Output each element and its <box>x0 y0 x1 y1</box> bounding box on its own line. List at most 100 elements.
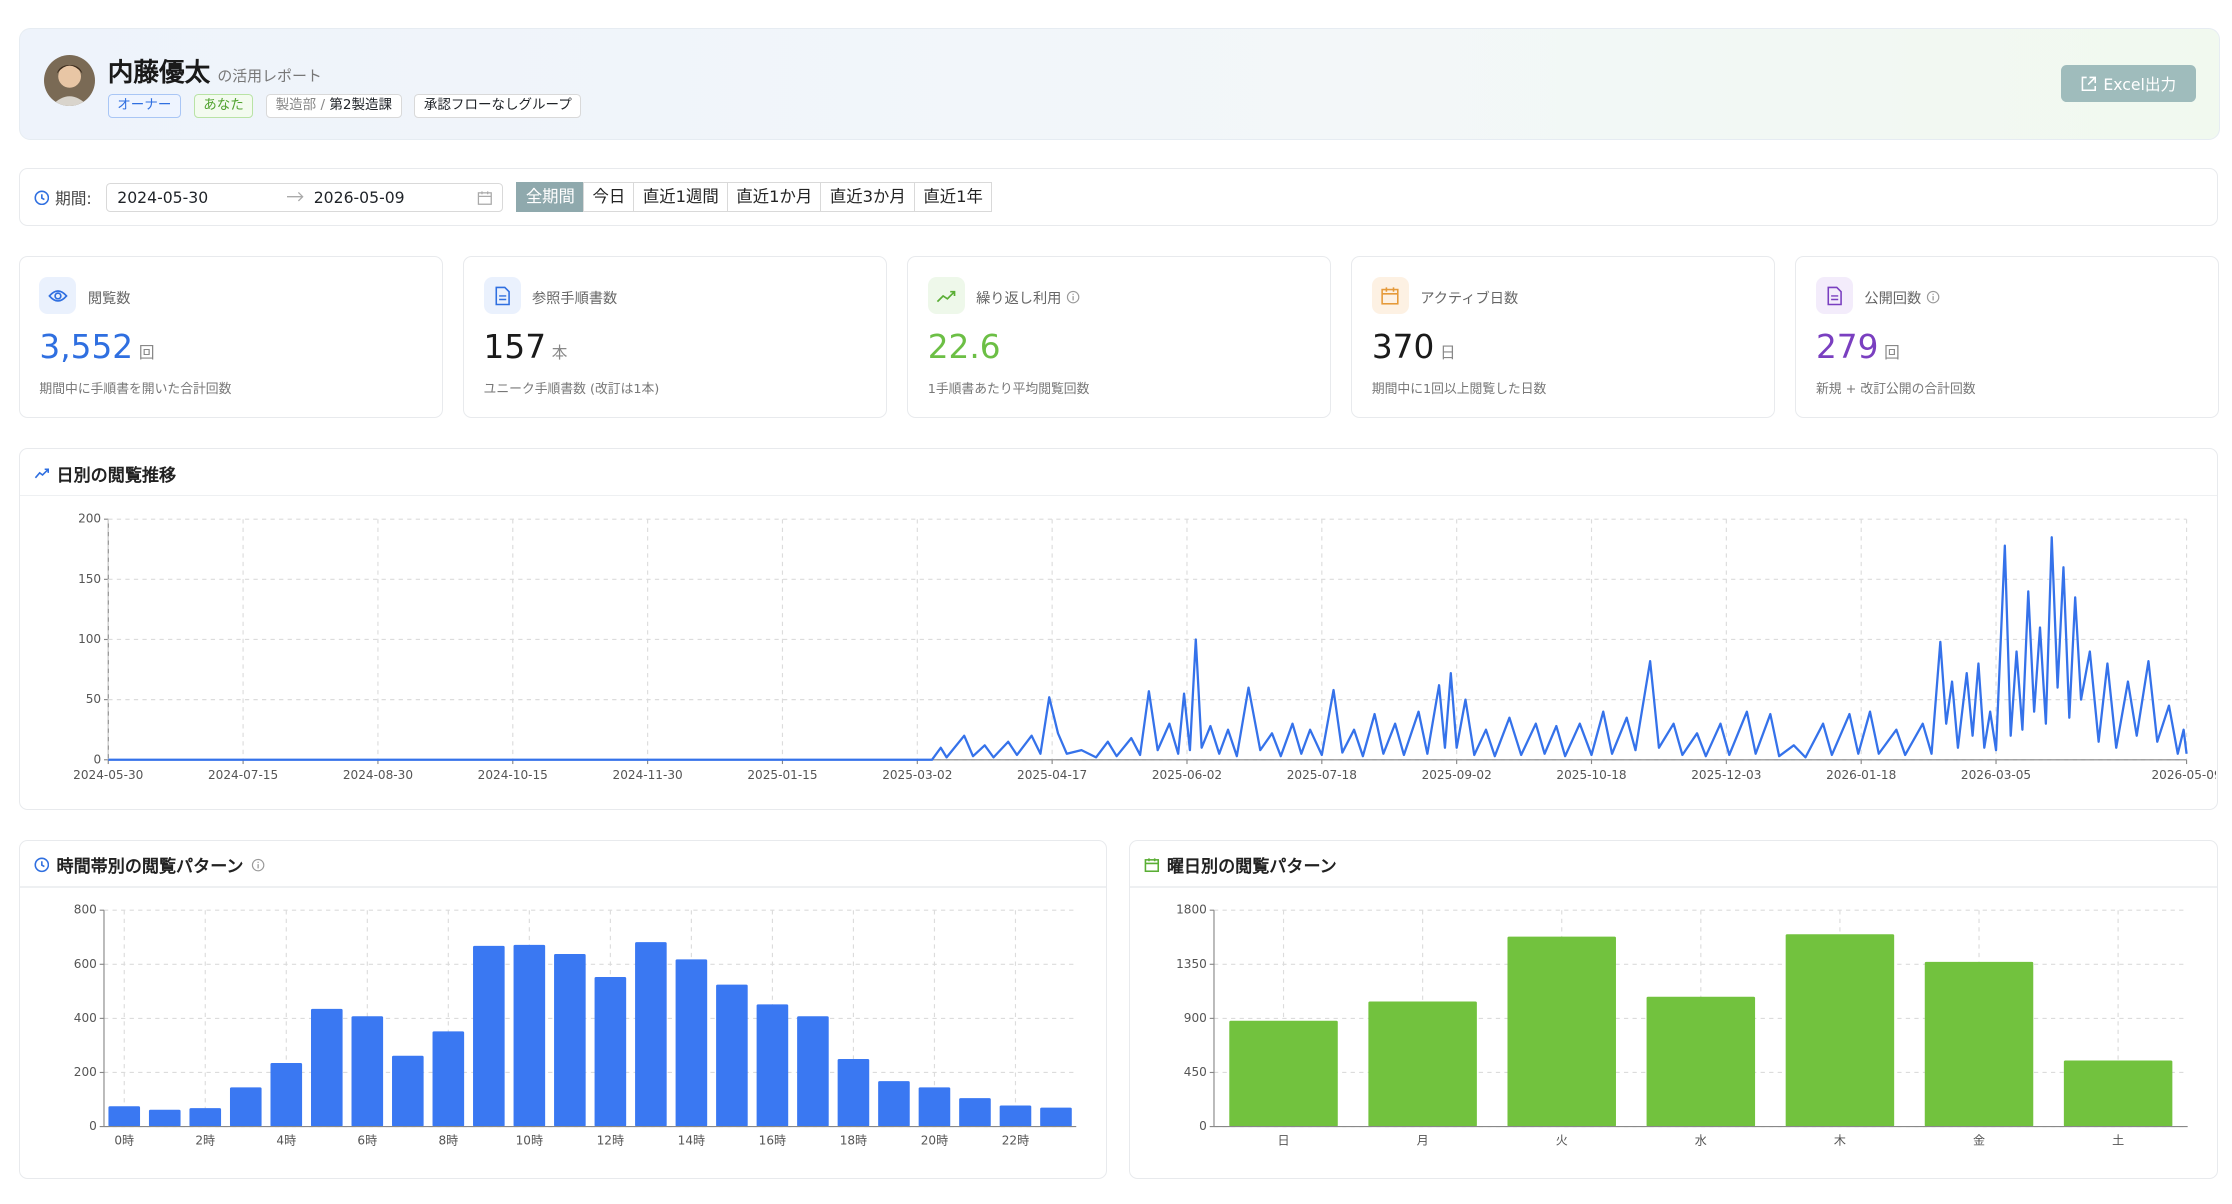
presets: 全期間 今日 直近1週間 直近1か月 直近3か月 直近1年 <box>516 181 993 212</box>
x-tick-label: 月 <box>1416 1134 1428 1148</box>
bar <box>229 1087 262 1127</box>
x-tick-label: 12時 <box>596 1134 623 1148</box>
kpi-description: 期間中に1回以上閲覧した日数 <box>1371 382 1547 398</box>
kpi-card: アクティブ日数 370 日 期間中に1回以上閲覧した日数 <box>1350 256 1776 419</box>
x-tick-label: 2時 <box>195 1134 215 1148</box>
kpi-card: 公開回数 279 回 新規 + 改訂公開の合計回数 <box>1795 256 2220 419</box>
bar <box>999 1105 1031 1127</box>
hourly-card: 時間帯別の閲覧パターン 0 200 400 600 800 0時 2時 4時 6時 8時 10時 12… <box>18 839 1108 1179</box>
bar <box>675 959 707 1127</box>
title: 時間帯別の閲覧パターン <box>56 857 244 878</box>
y-tick-label: 1350 <box>1176 957 1207 971</box>
y-tick-label: 600 <box>73 957 96 971</box>
label: アクティブ日数 <box>1420 291 1519 308</box>
tags: オーナー あなた 製造部第2製造課 承認フローなしグループ <box>107 93 582 118</box>
divider <box>19 886 1107 888</box>
divider <box>1129 886 2217 888</box>
preset-button[interactable]: 全期間 <box>516 181 585 212</box>
x-tick-label: 火 <box>1556 1134 1568 1148</box>
bar <box>837 1059 869 1127</box>
x-tick-label: 20時 <box>920 1134 947 1148</box>
y-tick-label: 150 <box>78 572 101 586</box>
preset-button[interactable]: 直近1週間 <box>633 181 729 212</box>
kpi-icon <box>1815 277 1853 315</box>
x-tick-label: 2025-04-17 <box>1017 768 1087 782</box>
x-tick-label: 2025-09-02 <box>1421 768 1491 782</box>
y-tick-label: 800 <box>73 903 96 917</box>
kpi-icon <box>483 277 521 315</box>
bar <box>1229 1021 1338 1127</box>
y-tick-label: 50 <box>85 692 100 706</box>
card-title: 日別の閲覧推移 <box>34 461 176 486</box>
x-tick-label: 2025-03-02 <box>882 768 952 782</box>
x-tick-label: 8時 <box>438 1134 458 1148</box>
excel-button[interactable]: Excel出力 <box>2060 65 2197 103</box>
daily-chart: 0 50 100 150 200 2024-05-30 2024-07-15 2024-08-… <box>73 512 2216 782</box>
kpi-icon <box>927 277 965 315</box>
kpi-label: 参照手順書数 <box>532 287 617 308</box>
x-tick-label: 16時 <box>758 1134 785 1148</box>
bar <box>1924 962 2034 1127</box>
preset-button[interactable]: 直近1年 <box>913 181 993 212</box>
kpi-description: ユニーク手順書数 (改訂は1本) <box>483 382 660 398</box>
department: 製造部 <box>276 97 330 113</box>
kpi-card: 参照手順書数 157 本 ユニーク手順書数 (改訂は1本) <box>462 256 887 419</box>
line <box>107 536 2188 761</box>
x-tick-label: 2025-10-18 <box>1556 768 1626 782</box>
weekday-card: 曜日別の閲覧パターン 0 450 900 1350 1800 日 月 火 水 木 金 土 <box>1128 839 2218 1179</box>
x-tick-label: 4時 <box>276 1134 296 1148</box>
preset-button[interactable]: 今日 <box>583 181 635 212</box>
y-tick-label: 100 <box>78 632 101 646</box>
value: 279 <box>1815 328 1879 367</box>
unit: 本 <box>551 343 568 363</box>
bar <box>634 942 667 1127</box>
value: 370 <box>1371 328 1435 367</box>
bar <box>310 1009 343 1127</box>
value: 3,552 <box>39 328 134 367</box>
bar <box>918 1087 950 1127</box>
x-tick-label: 22時 <box>1001 1134 1028 1148</box>
kpi-label: アクティブ日数 <box>1420 287 1518 308</box>
title-suffix: の活用レポート <box>217 67 322 86</box>
y-tick-label: 200 <box>73 1065 96 1079</box>
preset-button[interactable]: 直近3か月 <box>820 181 916 212</box>
x-tick-label: 2024-08-30 <box>342 768 412 782</box>
card-title: 曜日別の閲覧パターン <box>1144 852 1337 877</box>
kpi-value: 157 本 <box>484 328 568 366</box>
unit: 日 <box>1439 343 1456 363</box>
label: 繰り返し利用 <box>976 291 1062 308</box>
y-tick-label: 0 <box>1199 1119 1207 1133</box>
bar <box>432 1031 464 1127</box>
label: 期間: <box>55 189 92 209</box>
bar <box>1785 934 1894 1127</box>
bar <box>594 977 626 1127</box>
kpi-description: 期間中に手順書を開いた合計回数 <box>39 382 232 398</box>
x-tick-label: 2024-05-30 <box>73 768 143 782</box>
kpi-icon <box>39 277 77 315</box>
daily-card: 日別の閲覧推移 0 50 100 150 200 2024-05-30 2024-07-15… <box>18 448 2218 810</box>
bar <box>1039 1108 1072 1127</box>
team: 第2製造課 <box>329 96 393 113</box>
label: 閲覧数 <box>87 291 131 308</box>
start-date[interactable]: 2024-05-30 <box>117 188 209 208</box>
divider <box>19 494 2217 497</box>
bar <box>958 1098 991 1127</box>
x-tick-label: 2024-10-15 <box>477 768 547 782</box>
bar <box>756 1004 788 1127</box>
bar <box>148 1110 181 1127</box>
filter-bar: 期間: 2024-05-30 2026-05-09 全期間 今日 直近1週間 直… <box>18 167 2218 227</box>
preset-button[interactable]: 直近1か月 <box>726 181 822 212</box>
kpi-value: 370 日 <box>1372 328 1456 366</box>
kpi-label: 繰り返し利用 <box>976 287 1080 308</box>
period-label: 期間: <box>34 186 92 209</box>
bar <box>1646 997 1755 1127</box>
label: 公開回数 <box>1864 291 1922 308</box>
x-tick-label: 0時 <box>114 1134 134 1148</box>
x-tick-label: 2026-05-09 <box>2151 768 2216 782</box>
y-tick-label: 450 <box>1184 1065 1207 1079</box>
end-date[interactable]: 2026-05-09 <box>313 188 405 208</box>
date-range[interactable]: 2024-05-30 2026-05-09 <box>106 183 504 212</box>
